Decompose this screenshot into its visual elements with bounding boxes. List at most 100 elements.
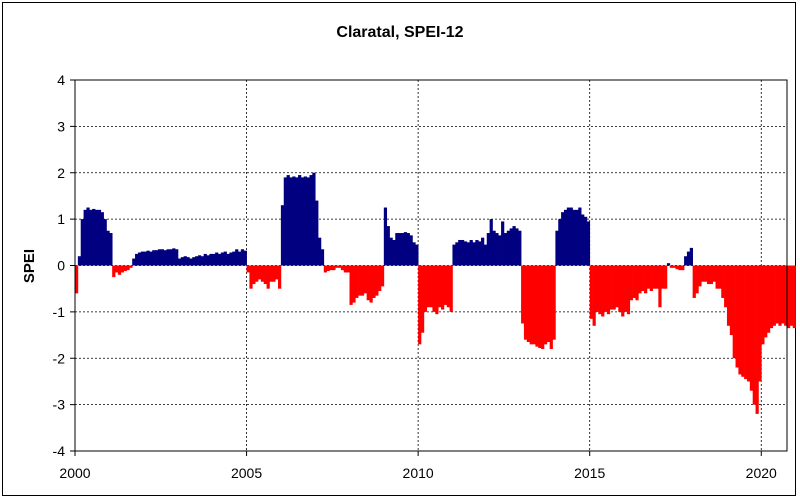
spei-bar <box>338 265 342 268</box>
spei-bar <box>149 251 153 266</box>
x-tick-label: 2020 <box>746 465 777 481</box>
spei-bar <box>741 265 745 377</box>
spei-bar <box>478 241 482 266</box>
spei-bar <box>601 265 605 317</box>
spei-bar <box>535 265 539 347</box>
spei-bar <box>498 235 502 266</box>
spei-bar <box>672 265 676 268</box>
spei-bar <box>455 242 459 266</box>
spei-bar <box>758 265 762 382</box>
spei-bar <box>449 265 453 312</box>
spei-bar <box>501 221 505 266</box>
spei-bar <box>744 265 748 380</box>
spei-bar <box>318 237 322 266</box>
spei-bar <box>612 265 616 310</box>
spei-bar <box>152 250 156 266</box>
spei-bar <box>592 265 596 326</box>
spei-bar <box>192 257 196 266</box>
spei-bar <box>77 256 82 266</box>
spei-bar <box>137 252 142 266</box>
spei-bar <box>352 265 356 303</box>
spei-bar <box>83 209 87 266</box>
spei-bar <box>112 265 116 278</box>
spei-bar <box>146 250 150 266</box>
spei-bar <box>586 221 591 266</box>
spei-bar <box>409 235 413 266</box>
spei-bar <box>109 233 113 266</box>
spei-bar <box>704 265 708 282</box>
spei-bar <box>486 233 490 266</box>
spei-bar <box>655 265 659 289</box>
spei-bar <box>466 242 470 266</box>
spei-bar <box>163 250 167 266</box>
spei-bar <box>229 252 233 266</box>
spei-bar <box>243 250 247 266</box>
spei-bar <box>589 265 593 319</box>
spei-bar <box>701 265 705 282</box>
spei-bar <box>358 265 362 296</box>
spei-bar <box>212 253 216 266</box>
spei-bar <box>215 252 219 266</box>
spei-bar <box>646 265 651 289</box>
spei-bar <box>386 226 390 266</box>
spei-bar <box>686 251 691 266</box>
spei-bar <box>398 233 402 266</box>
spei-bar <box>249 265 253 289</box>
spei-bar <box>309 175 313 266</box>
spei-bar <box>169 249 173 266</box>
spei-bar <box>415 244 419 266</box>
spei-bar <box>292 176 296 266</box>
spei-bar <box>89 209 93 266</box>
spei-bar <box>523 265 528 340</box>
spei-bar <box>355 265 359 298</box>
spei-bar <box>572 209 576 266</box>
spei-bar <box>115 265 119 273</box>
spei-bar <box>661 265 665 289</box>
spei-bar <box>752 265 756 405</box>
spei-bar <box>678 265 682 271</box>
spei-bar <box>538 265 542 349</box>
spei-bar <box>117 265 122 275</box>
spei-bar <box>283 177 287 266</box>
spei-bar <box>792 265 796 329</box>
spei-bar <box>255 265 259 282</box>
spei-bar <box>183 256 187 266</box>
spei-bar <box>140 251 144 266</box>
y-tick-label: 1 <box>57 211 65 227</box>
spei-bar <box>512 226 516 266</box>
spei-bar <box>738 265 742 375</box>
spei-bar <box>392 239 396 266</box>
spei-bar <box>669 265 673 268</box>
spei-bar <box>266 265 270 289</box>
spei-bar <box>383 207 388 266</box>
spei-bar <box>652 265 656 289</box>
spei-bar <box>555 230 559 266</box>
spei-bar <box>689 247 693 266</box>
spei-bar <box>246 265 250 273</box>
axis-ticks: 4 3 2 1 0 -1 -2 -3 -4 2000 2005 2010 2015 2020 <box>53 72 777 481</box>
spei-bar <box>126 265 130 271</box>
spei-bar <box>315 200 319 266</box>
spei-bar <box>506 230 510 266</box>
spei-bar <box>155 250 159 266</box>
spei-bar <box>772 265 776 326</box>
spei-bar <box>709 265 714 285</box>
spei-bar <box>452 244 456 266</box>
spei-bar <box>435 265 439 315</box>
spei-bar <box>320 249 325 266</box>
spei-bar <box>706 265 711 285</box>
spei-bar <box>698 265 702 287</box>
spei-bar <box>483 244 488 266</box>
y-tick-label: -2 <box>53 350 66 366</box>
spei-bar <box>375 265 379 296</box>
spei-bar <box>595 265 599 312</box>
spei-bar <box>280 205 285 266</box>
spei-bar <box>461 239 465 266</box>
spei-bar <box>372 265 376 298</box>
spei-bar <box>638 265 642 294</box>
spei-bar <box>684 256 688 266</box>
spei-bar <box>289 177 293 266</box>
spei-bar <box>503 233 508 266</box>
spei-bar <box>621 265 625 317</box>
